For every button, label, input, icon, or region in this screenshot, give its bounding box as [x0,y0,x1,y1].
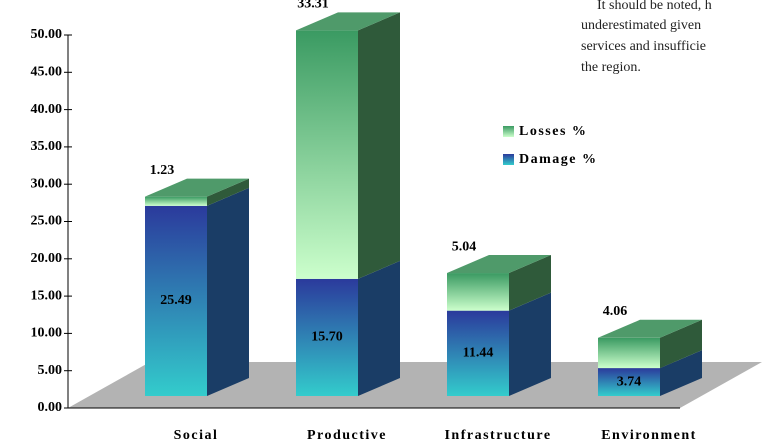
bar [296,278,358,396]
legend-swatch [503,154,514,165]
legend-swatch [503,126,514,137]
value-label: 1.23 [150,163,175,178]
y-tick-label: 10.00 [31,326,63,341]
legend-label: Losses % [519,124,587,139]
bar-side [660,350,702,396]
value-label: 25.49 [160,293,192,308]
y-tick-label: 25.00 [31,214,63,229]
y-tick-label: 35.00 [31,139,63,154]
value-label: 15.70 [311,330,343,345]
bar [598,337,660,369]
value-label: 5.04 [452,239,477,254]
y-tick-label: 45.00 [31,65,63,80]
bar-top [598,319,702,338]
bar [447,273,509,311]
bar [145,196,207,206]
legend-label: Damage % [519,152,598,167]
y-tick-label: 5.00 [38,363,63,378]
bar-top [447,255,551,274]
y-tick-label: 20.00 [31,251,63,266]
background-text: underestimated given [581,18,701,33]
y-tick-label: 0.00 [38,400,63,415]
bar [145,205,207,396]
x-tick-label: Social [174,428,219,443]
x-tick-label: Productive [307,428,387,443]
y-tick-label: 30.00 [31,176,63,191]
background-text: the region. [581,60,641,75]
value-label: 4.06 [603,304,628,319]
x-tick-label: Infrastructure [444,428,551,443]
bar-top [296,12,400,31]
bar [447,310,509,396]
value-label: 3.74 [617,374,642,389]
y-tick-label: 40.00 [31,102,63,117]
background-text: It should be noted, h [597,0,712,13]
bar-side [358,12,400,279]
bar-side [660,319,702,369]
bar-side [207,187,249,396]
bar-side [358,260,400,396]
bar-top [145,178,249,197]
value-label: 11.44 [463,346,494,361]
bar [296,30,358,279]
bar-side [509,292,551,396]
y-tick-label: 50.00 [31,27,63,42]
bar-side [509,255,551,311]
x-tick-label: Environment [601,428,697,443]
bar-side [207,178,249,206]
value-label: 33.31 [297,0,329,12]
background-text: services and insufficie [581,39,706,54]
bar [598,368,660,396]
y-tick-label: 15.00 [31,288,63,303]
